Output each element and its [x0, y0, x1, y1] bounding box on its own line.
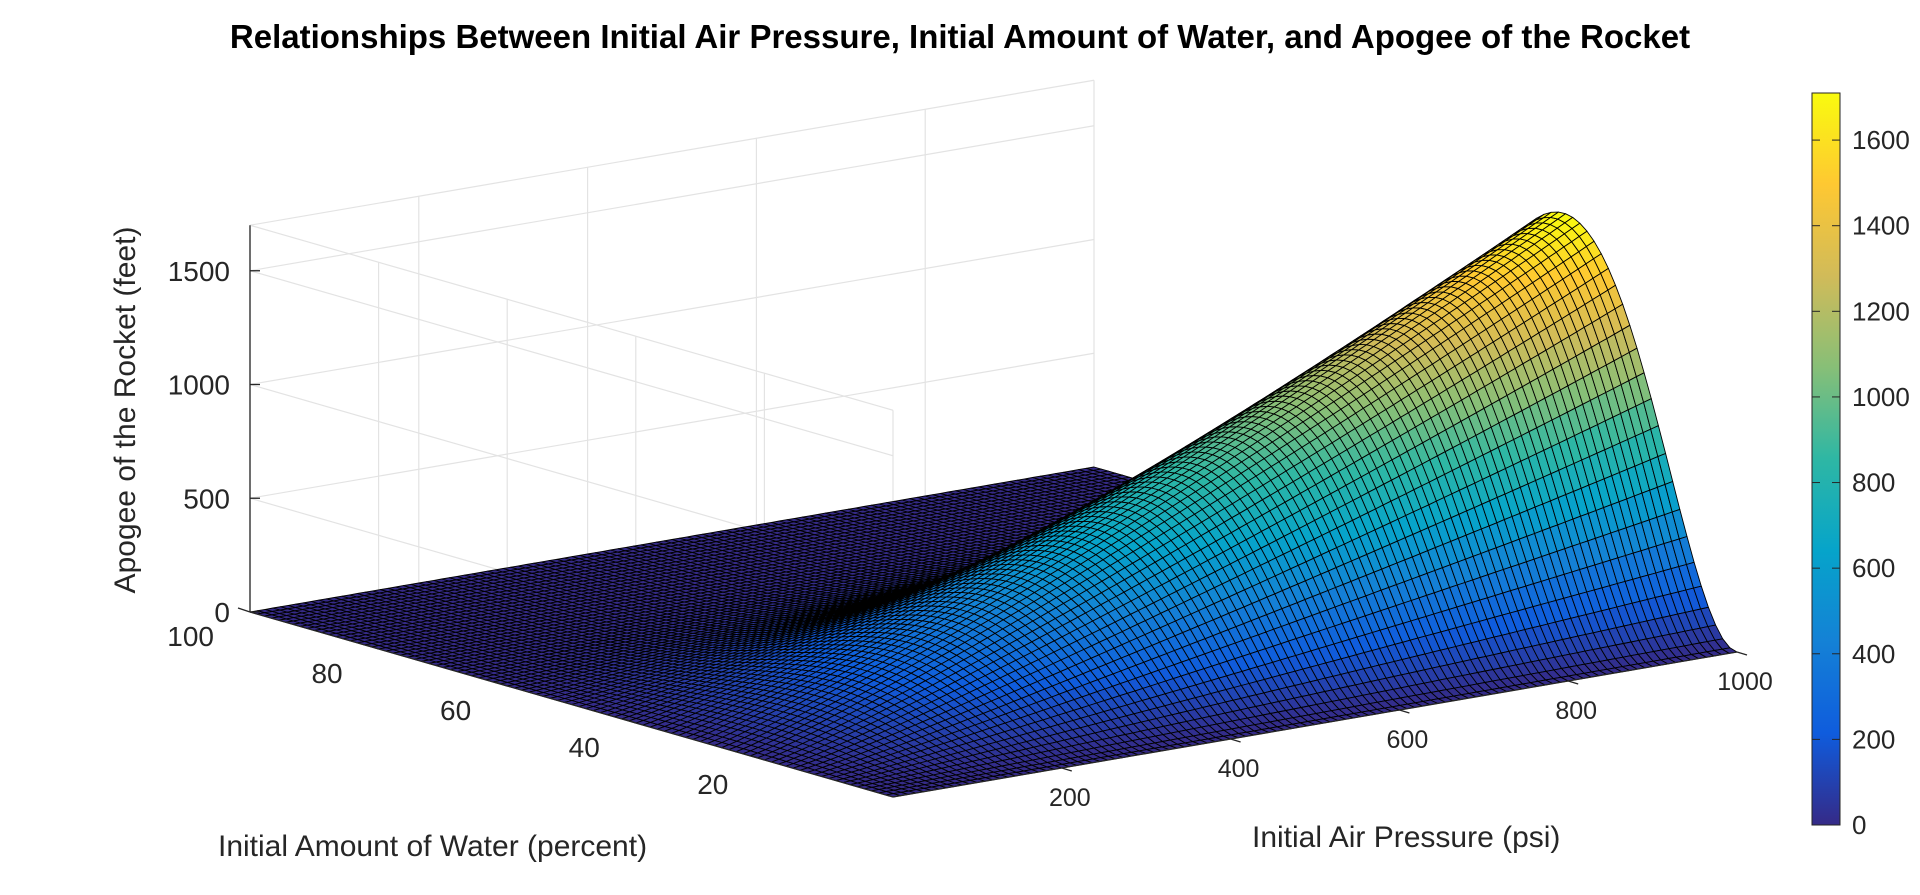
grid-line: [249, 125, 1095, 272]
surface-mesh: [249, 211, 1738, 798]
grid-line: [249, 79, 1095, 226]
grid-line: [249, 352, 1095, 499]
grid-line: [249, 224, 894, 411]
grid-line: [249, 270, 894, 457]
grid-line: [249, 238, 1095, 386]
chart-title: Relationships Between Initial Air Pressu…: [229, 18, 1691, 55]
